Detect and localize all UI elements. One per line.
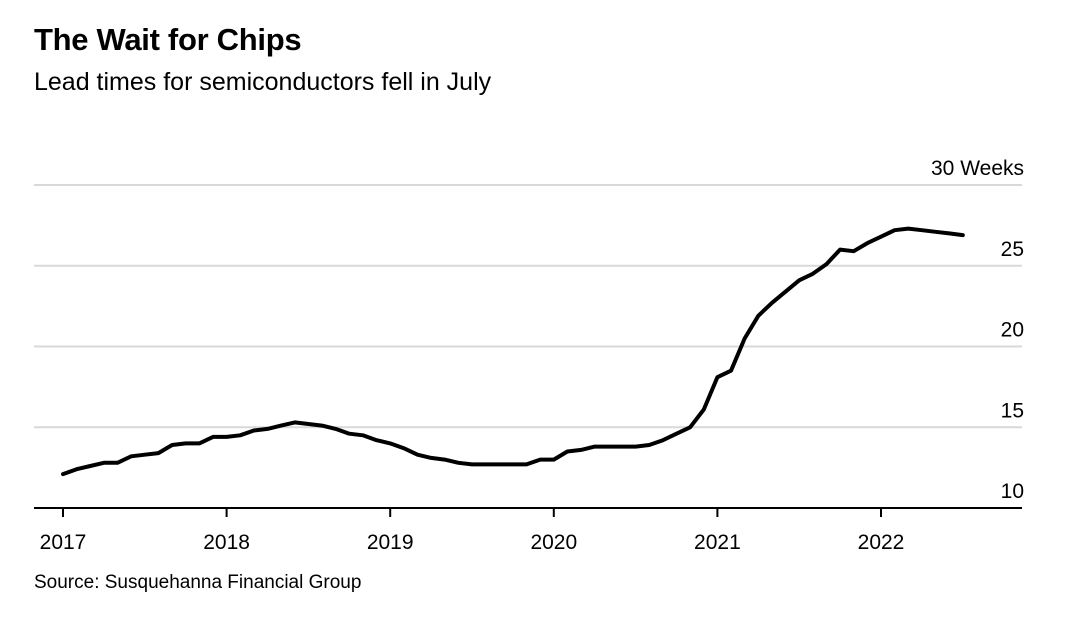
x-tick-label-2017: 2017 [40, 531, 87, 554]
x-tick-label-2018: 2018 [203, 531, 250, 554]
x-tick-label-2021: 2021 [694, 531, 741, 554]
chart-subtitle: Lead times for semiconductors fell in Ju… [34, 68, 492, 96]
x-tick-label-2020: 2020 [530, 531, 577, 554]
y-tick-label-25: 25 [1001, 238, 1024, 261]
x-tick-label-2022: 2022 [858, 531, 905, 554]
x-tick-label-2019: 2019 [367, 531, 414, 554]
y-tick-label-15: 15 [1001, 399, 1024, 422]
source-note: Source: Susquehanna Financial Group [34, 572, 362, 593]
y-tick-label-10: 10 [1001, 480, 1024, 503]
y-axis-labels: 10 15 20 25 30 Weeks [931, 157, 1024, 503]
series-layer [61, 226, 965, 477]
x-axis [34, 507, 1022, 517]
y-tick-label-30: 30 Weeks [931, 157, 1024, 180]
series-line-0 [61, 226, 965, 477]
gridlines [34, 184, 1022, 429]
y-tick-label-20: 20 [1001, 319, 1024, 342]
chart-title: The Wait for Chips [34, 22, 302, 57]
x-axis-labels: 2017 2018 2019 2020 2021 2022 [40, 531, 905, 554]
